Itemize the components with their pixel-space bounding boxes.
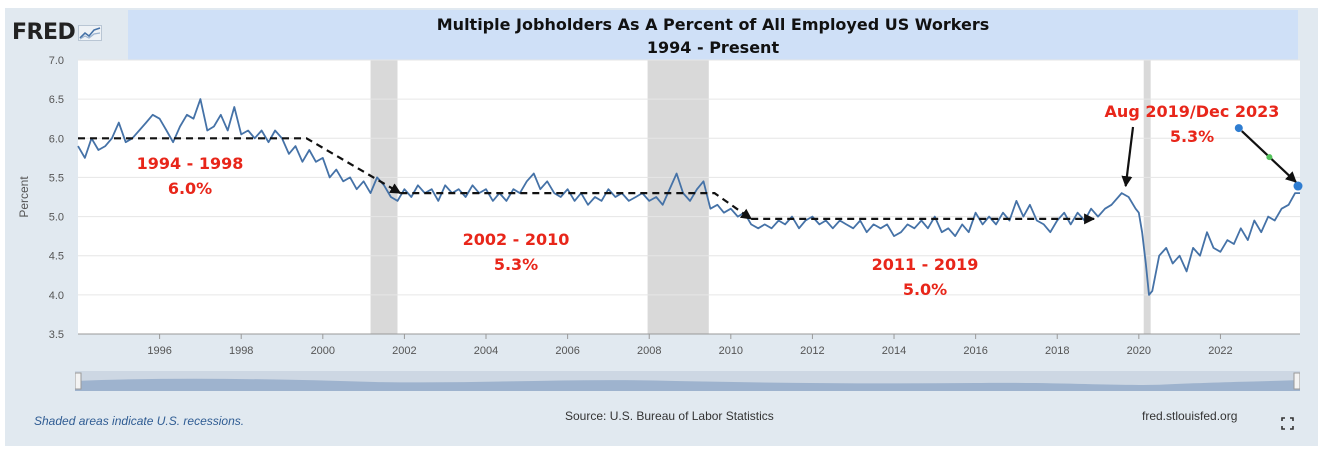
site-link[interactable]: fred.stlouisfed.org (1142, 409, 1238, 423)
trend-label-range: 2002 - 2010 (463, 230, 570, 249)
recession-band (647, 60, 709, 334)
y-tick-label: 3.5 (49, 329, 64, 341)
x-tick-label: 2022 (1208, 345, 1232, 357)
trend-label-value: 5.3% (494, 255, 538, 274)
y-axis-label: Percent (17, 176, 31, 218)
trend-arrow (400, 192, 753, 220)
fred-logo-text: FRED (12, 20, 76, 45)
x-tick-label: 2002 (392, 345, 416, 357)
callout-marker-end (1293, 181, 1303, 191)
x-tick-label: 2014 (882, 345, 906, 357)
x-tick-label: 1996 (147, 345, 171, 357)
trend-label-range: 2011 - 2019 (872, 255, 979, 274)
chart-title: Multiple Jobholders As A Percent of All … (436, 15, 990, 34)
series-line (77, 98, 1300, 296)
navigator-series (75, 378, 1300, 391)
chart-subtitle: 1994 - Present (646, 38, 780, 57)
x-tick-label: 2010 (719, 345, 743, 357)
callout-label-date: Aug 2019/Dec 2023 (1105, 102, 1280, 121)
y-tick-label: 4.0 (49, 290, 64, 302)
trend-label-value: 5.0% (903, 280, 947, 299)
y-tick-label: 6.0 (49, 133, 64, 145)
x-tick-label: 2000 (311, 345, 335, 357)
x-tick-label: 2018 (1045, 345, 1069, 357)
line-chart: 3.5 4.0 4.5 5.0 5.5 6.0 6.5 7.0 1996 1998 2000 200… (17, 55, 1303, 357)
callout-marker-mid (1266, 154, 1273, 161)
x-tick-label: 2006 (555, 345, 579, 357)
x-tick-label: 2012 (800, 345, 824, 357)
source-credit: Source: U.S. Bureau of Labor Statistics (565, 409, 774, 423)
trend-arrow (78, 137, 402, 195)
recession-note: Shaded areas indicate U.S. recessions. (34, 414, 245, 428)
recession-band (1143, 60, 1151, 334)
y-tick-label: 4.5 (49, 251, 64, 263)
x-tick-label: 2020 (1127, 345, 1151, 357)
x-tick-label: 1998 (229, 345, 253, 357)
x-tick-label: 2016 (963, 345, 987, 357)
chart-title-box: Multiple Jobholders As A Percent of All … (128, 10, 1298, 60)
y-tick-label: 6.5 (49, 94, 64, 106)
y-tick-label: 5.5 (49, 172, 64, 184)
y-tick-label: 7.0 (49, 55, 64, 67)
trend-label-range: 1994 - 1998 (137, 154, 244, 173)
callout-label-value: 5.3% (1170, 127, 1214, 146)
navigator-right-handle[interactable] (1293, 372, 1300, 390)
chart-logo-icon (78, 24, 103, 41)
navigator-left-handle[interactable] (75, 372, 82, 390)
x-tick-label: 2004 (474, 345, 498, 357)
fullscreen-icon[interactable] (1281, 417, 1294, 430)
time-range-navigator[interactable] (75, 371, 1300, 391)
callout-arrow-2019 (1121, 126, 1135, 188)
y-tick-label: 5.0 (49, 212, 64, 224)
fred-logo[interactable]: FRED (12, 20, 103, 45)
x-tick-label: 2008 (637, 345, 661, 357)
recession-band (370, 60, 398, 334)
trend-label-value: 6.0% (168, 179, 212, 198)
callout-marker-start (1234, 124, 1243, 133)
